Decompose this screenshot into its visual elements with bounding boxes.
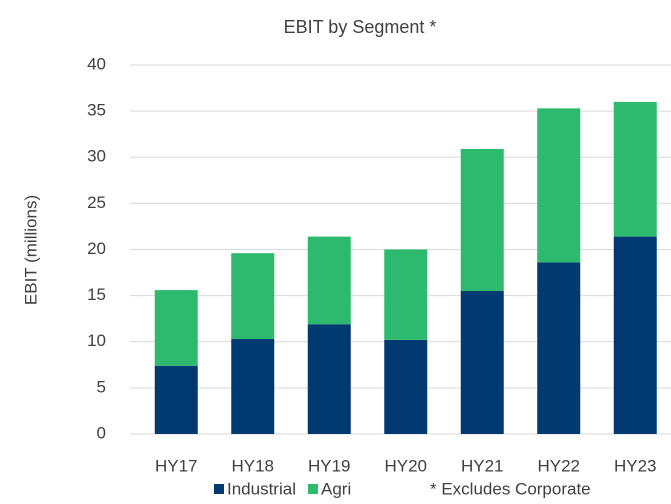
legend-swatch	[214, 484, 224, 494]
bar-segment	[384, 249, 428, 340]
y-tick-label: 25	[87, 193, 106, 212]
bar-segment	[613, 236, 657, 434]
y-tick-label: 35	[87, 101, 106, 120]
bar-segment	[307, 324, 351, 434]
bar-segment	[231, 338, 275, 434]
y-axis-label: EBIT (millions)	[21, 195, 40, 305]
y-tick-label: 40	[87, 54, 106, 73]
x-tick-label: HY23	[614, 456, 657, 475]
y-tick-label: 20	[87, 239, 106, 258]
bar-segment	[231, 253, 275, 339]
legend-swatch	[307, 484, 318, 494]
bar-segment	[460, 148, 504, 292]
legend-label: Industrial	[227, 479, 296, 498]
y-tick-label: 15	[87, 285, 106, 304]
x-tick-label: HY17	[155, 456, 198, 475]
x-tick-label: HY20	[384, 456, 427, 475]
annotation: * Excludes Corporate	[430, 479, 591, 498]
bar-segment	[537, 262, 581, 434]
bar-segment	[460, 291, 504, 434]
x-tick-label: HY22	[537, 456, 580, 475]
y-tick-label: 30	[87, 147, 106, 166]
y-tick-label: 10	[87, 331, 106, 350]
bar-segment	[384, 339, 428, 434]
x-tick-label: HY18	[231, 456, 274, 475]
y-tick-label: 5	[97, 377, 106, 396]
bar-segment	[154, 365, 198, 434]
bar-segment	[154, 290, 198, 366]
y-tick-label: 0	[97, 423, 106, 442]
legend-label: Agri	[321, 479, 351, 498]
bar-segment	[613, 101, 657, 237]
bar-segment	[307, 236, 351, 325]
chart-title: EBIT by Segment *	[284, 17, 437, 37]
x-tick-label: HY21	[461, 456, 504, 475]
bar-segment	[537, 108, 581, 263]
x-tick-label: HY19	[308, 456, 351, 475]
